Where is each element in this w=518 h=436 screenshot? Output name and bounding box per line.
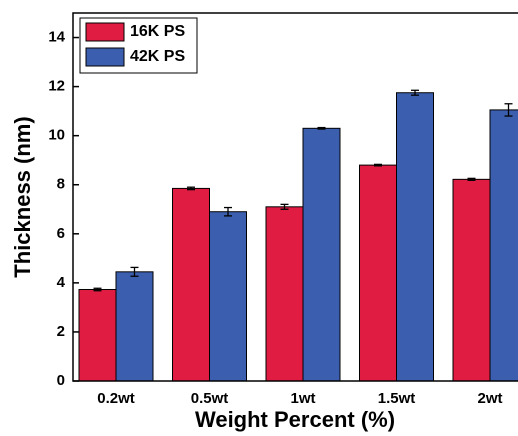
legend-swatch [85,22,125,42]
error-bar [93,287,102,292]
y-tick-label: 12 [48,78,65,95]
legend-label: 16K PS [130,23,185,40]
error-bar [374,163,382,167]
error-bar [467,177,476,181]
bar [452,178,491,382]
y-axis-title: Thickness (nm) [10,116,35,277]
bar [115,271,154,382]
bar [172,187,210,382]
x-tick-label: 2wt [477,390,502,407]
error-bar [187,186,195,191]
y-tick-label: 8 [57,176,65,193]
error-bar [504,103,513,117]
bar [396,92,434,382]
bar [489,109,518,382]
x-tick-label: 0.2wt [97,390,135,407]
y-tick-label: 10 [48,127,65,144]
error-bar [280,203,289,210]
plot-frame [72,12,518,382]
error-bar [317,126,326,130]
x-axis-title: Weight Percent (%) [195,407,395,432]
x-tick-label: 1wt [290,390,315,407]
error-bar [130,266,139,277]
y-tick-label: 14 [48,29,65,46]
legend-swatch [85,47,125,67]
x-tick-label: 0.5wt [191,390,229,407]
error-bar [411,89,419,96]
y-tick-label: 2 [57,323,65,340]
x-tick-label: 1.5wt [378,390,416,407]
bar [209,211,247,382]
bar [359,164,397,382]
y-tick-label: 0 [57,372,65,389]
y-tick-label: 6 [57,225,65,242]
bar [78,288,117,382]
y-tick-label: 4 [57,274,66,291]
bar [265,206,304,382]
legend-label: 42K PS [130,48,185,65]
error-bar [224,206,232,217]
bar [302,127,341,382]
